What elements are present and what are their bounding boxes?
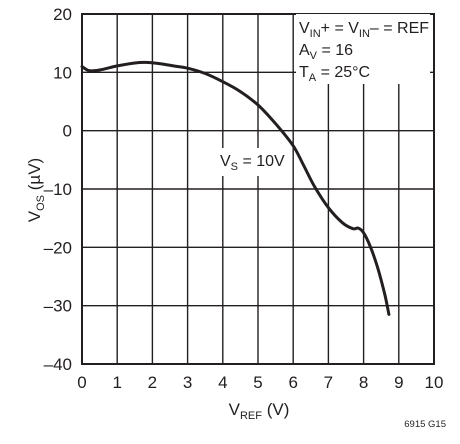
y-tick-label: 0	[63, 122, 72, 141]
x-tick-label: 8	[359, 373, 368, 392]
series-label: VS = 10V	[220, 153, 285, 173]
y-axis-title: VOS (µV)	[25, 158, 47, 222]
x-tick-label: 10	[425, 373, 444, 392]
y-tick-label: 20	[53, 5, 72, 24]
plot-frame	[81, 13, 435, 365]
x-tick-label: 0	[77, 373, 86, 392]
y-tick-labels: –40 –30 –20 –10 0 10 20	[44, 5, 72, 374]
figure-id: 6915 G15	[404, 419, 446, 430]
y-tick-label: –10	[44, 180, 72, 199]
condition-vin: VIN+ = VIN– = REF	[299, 20, 429, 40]
condition-gain: AV = 16	[299, 42, 353, 62]
x-tick-label: 5	[253, 373, 262, 392]
x-tick-label: 7	[324, 373, 333, 392]
y-tick-label: –20	[44, 238, 72, 257]
conditions-background	[296, 14, 430, 84]
x-tick-label: 1	[112, 373, 121, 392]
x-tick-label: 4	[218, 373, 227, 392]
x-tick-label: 3	[183, 373, 192, 392]
x-axis-title: VREF (V)	[229, 400, 290, 422]
x-tick-labels: 0 1 2 3 4 5 6 7 8 9 10	[77, 373, 443, 392]
x-tick-label: 9	[394, 373, 403, 392]
vos-curve	[80, 60, 391, 316]
y-tick-label: –40	[44, 355, 72, 374]
y-tick-label: 10	[53, 63, 72, 82]
x-tick-label: 6	[288, 373, 297, 392]
condition-temperature: TA = 25°C	[299, 64, 370, 84]
series-label-background	[217, 148, 289, 176]
x-tick-label: 2	[148, 373, 157, 392]
y-tick-label: –30	[44, 297, 72, 316]
